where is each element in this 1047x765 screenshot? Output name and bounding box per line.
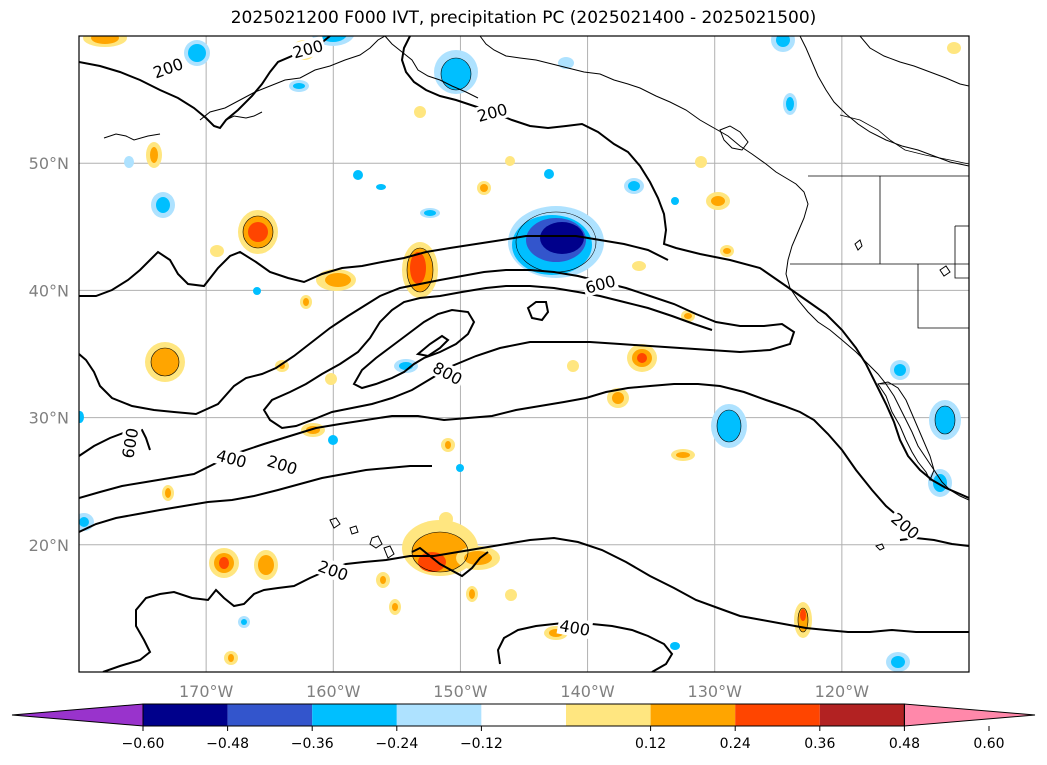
lat-tick-label: 50°N <box>29 154 69 173</box>
map-frame <box>79 36 969 672</box>
colorbar-segment <box>650 704 736 726</box>
longitude-labels: 170°W 160°W 150°W 140°W 130°W 120°W <box>179 682 869 701</box>
colorbar-tick-label: −0.36 <box>291 736 334 752</box>
contour-label-bg <box>556 615 594 640</box>
contour-label-bg <box>886 507 925 544</box>
colorbar-tick-label: 0.24 <box>720 736 751 752</box>
contour-label-bg <box>314 555 353 585</box>
contour-label-bg <box>118 424 142 462</box>
colorbar-segment <box>396 704 482 726</box>
lon-tick-label: 150°W <box>433 682 488 701</box>
colorbar-tick-label: 0.60 <box>973 736 1004 752</box>
map-title: 2025021200 F000 IVT, precipitation PC (2… <box>230 8 817 28</box>
colorbar-frame <box>142 703 905 727</box>
colorbar-tick-label: −0.12 <box>460 736 503 752</box>
colorbar-tick-label: −0.24 <box>375 736 418 752</box>
lon-tick-label: 130°W <box>688 682 743 701</box>
contour-label-bg <box>289 36 327 62</box>
colorbar-segment <box>143 704 228 726</box>
colorbar-segment <box>735 704 820 726</box>
colorbar-segment <box>227 704 313 726</box>
lon-tick-label: 140°W <box>560 682 615 701</box>
contour-label-bg <box>473 99 511 126</box>
contour-label-bg <box>212 445 251 472</box>
colorbar-segment <box>312 704 397 726</box>
lat-tick-label: 30°N <box>29 409 69 428</box>
lat-tick-label: 20°N <box>29 536 69 555</box>
map-border <box>78 35 970 673</box>
colorbar: −0.60 −0.48 −0.36 −0.24 −0.12 0.12 0.24 0.36 0.4… <box>11 703 1036 752</box>
lon-tick-label: 120°W <box>815 682 870 701</box>
precip-shading <box>79 36 961 672</box>
colorbar-tick-label: 0.48 <box>889 736 920 752</box>
colorbar-tick-label: 0.12 <box>635 736 666 752</box>
colorbar-segment <box>566 704 651 726</box>
negative-anomalies <box>79 36 961 672</box>
ivt-contours <box>79 36 969 672</box>
colorbar-tick-label: −0.48 <box>206 736 249 752</box>
contour-label-bg <box>428 357 467 390</box>
lon-tick-label: 170°W <box>179 682 234 701</box>
latitude-labels: 50°N 40°N 30°N 20°N <box>29 154 69 555</box>
coastlines <box>103 36 969 559</box>
positive-anomalies <box>83 36 961 665</box>
borders <box>790 114 969 385</box>
colorbar-tick-label: 0.36 <box>804 736 835 752</box>
colorbar-segment <box>819 704 905 726</box>
colorbar-extend-high <box>903 703 1036 727</box>
colorbar-extend-low <box>11 703 144 727</box>
contour-label-bg <box>581 270 620 298</box>
colorbar-segment <box>481 704 566 726</box>
lat-tick-label: 40°N <box>29 281 69 300</box>
pc-outline-contours <box>150 57 956 633</box>
colorbar-tick-label: −0.60 <box>122 736 165 752</box>
contour-label-bg <box>148 53 188 83</box>
contour-label-bg <box>263 450 302 479</box>
lon-tick-label: 160°W <box>306 682 361 701</box>
